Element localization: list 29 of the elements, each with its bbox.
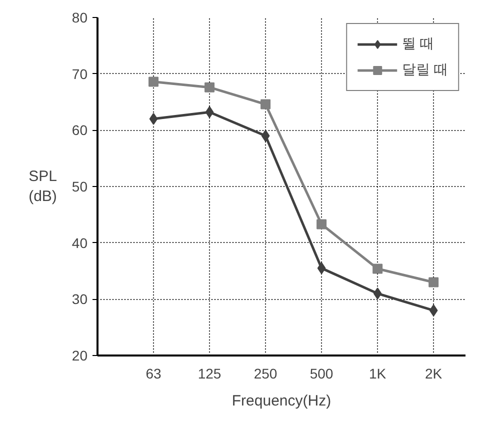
x-axis-title: Frequency(Hz) — [232, 392, 332, 410]
legend-label: 달릴 때 — [402, 61, 448, 79]
point — [149, 112, 158, 125]
y-tick-label: 20 — [72, 348, 88, 364]
point — [372, 264, 383, 274]
y-tick-label: 80 — [72, 10, 88, 26]
legend-label: 뛸 때 — [402, 35, 434, 53]
point — [261, 130, 270, 142]
y-tick-label: 60 — [72, 122, 88, 138]
x-tick-label: 63 — [146, 366, 162, 382]
point — [205, 106, 214, 118]
point — [148, 76, 159, 87]
point — [428, 277, 439, 288]
y-axis-title: SPL (dB) — [28, 168, 57, 206]
x-tick-label: 500 — [310, 366, 334, 382]
y-tick-label: 70 — [72, 66, 88, 82]
y-tick-label: 30 — [72, 291, 88, 308]
point — [373, 288, 382, 300]
point — [316, 219, 327, 230]
y-tick-label: 40 — [72, 234, 88, 251]
point — [260, 99, 271, 110]
point — [429, 304, 438, 316]
x-tick-label: 1K — [369, 366, 387, 382]
point — [204, 82, 215, 92]
y-tick-label: 50 — [72, 178, 88, 194]
x-tick-label: 125 — [198, 366, 222, 382]
point — [317, 262, 326, 274]
x-tick-label: 250 — [254, 366, 278, 382]
x-tick-label: 2K — [425, 366, 443, 382]
